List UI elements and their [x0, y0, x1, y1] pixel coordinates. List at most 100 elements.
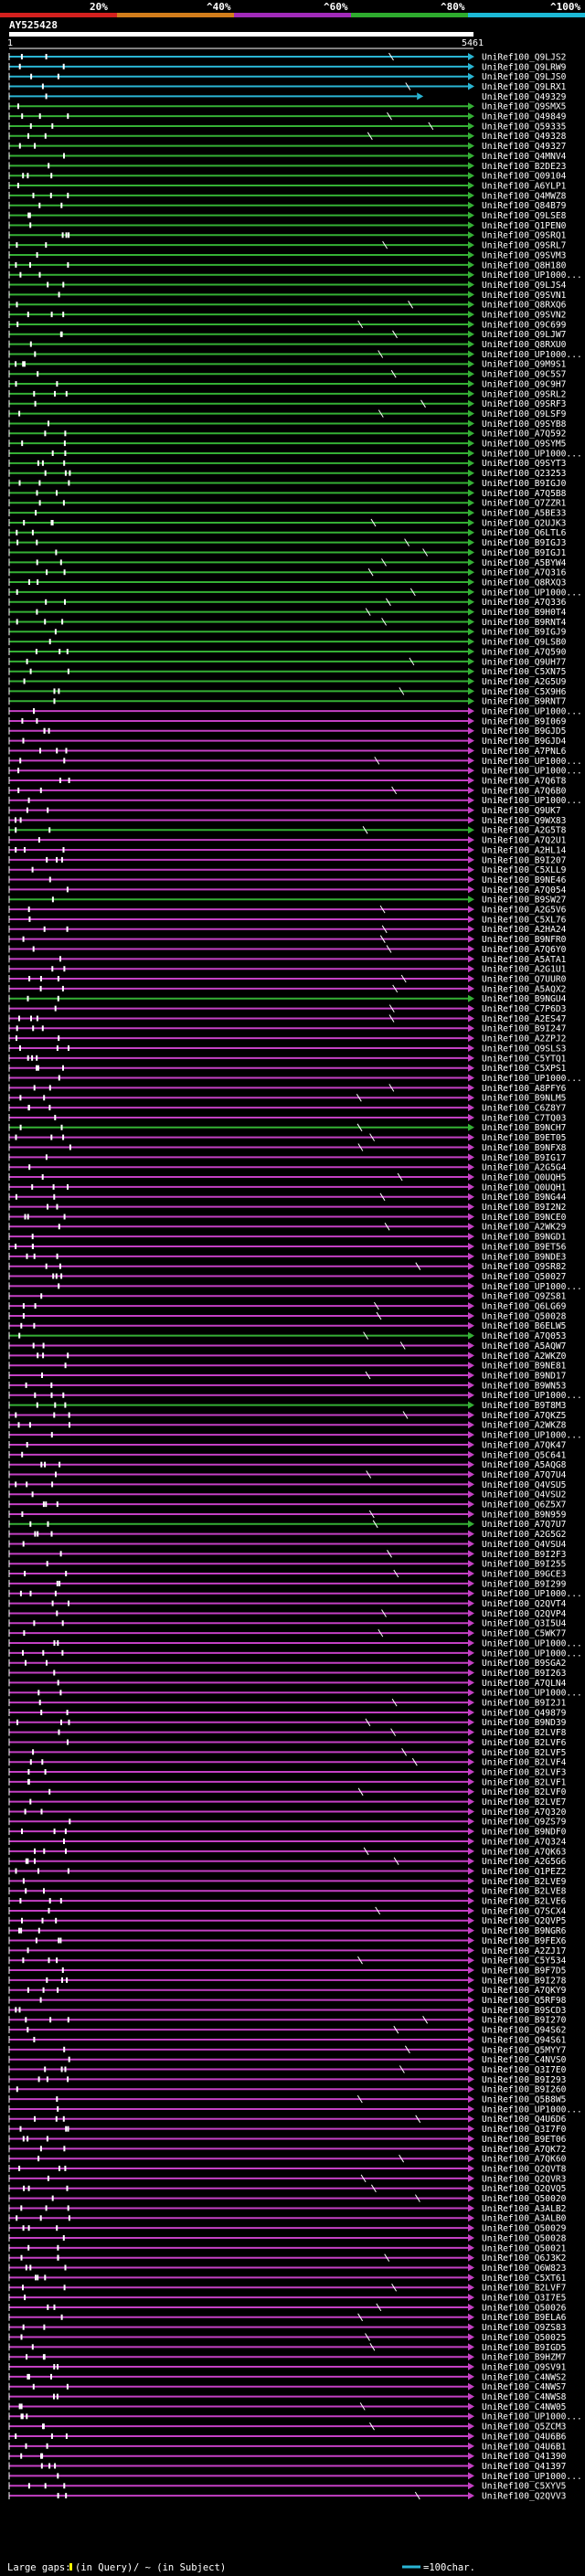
hit-label[interactable]: UniRef100_Q4U6B1 [482, 2442, 567, 2452]
hit-label[interactable]: UniRef100_Q9SVM3 [482, 250, 567, 260]
hit-label[interactable]: UniRef100_Q9LRW9 [482, 62, 567, 72]
hit-label[interactable]: UniRef100_A7QK72 [482, 2145, 566, 2155]
hit-label[interactable]: UniRef100_Q9SYB8 [482, 419, 567, 429]
hit-label[interactable]: UniRef100_B9ELA6 [482, 2313, 567, 2323]
hit-label[interactable]: UniRef100_A6YLP1 [482, 181, 567, 191]
hit-label[interactable]: UniRef100_Q8RXU0 [482, 340, 567, 350]
hit-label[interactable]: UniRef100_Q9ZS83 [482, 2323, 567, 2333]
hit-label[interactable]: UniRef100_A8PFY6 [482, 1084, 567, 1094]
hit-label[interactable]: UniRef100_Q2QVP4 [482, 1609, 567, 1619]
hit-label[interactable]: UniRef100_A5BYW4 [482, 558, 567, 568]
hit-label[interactable]: UniRef100_Q9SYT3 [482, 459, 567, 469]
hit-label[interactable]: UniRef100_A2HA24 [482, 925, 567, 935]
hit-label[interactable]: UniRef100_Q1PEN0 [482, 221, 567, 231]
hit-label[interactable]: UniRef100_A7QK60 [482, 2155, 567, 2165]
hit-label[interactable]: UniRef100_Q9C699 [482, 320, 567, 330]
hit-label[interactable]: UniRef100_B9ND39 [482, 1718, 567, 1728]
hit-label[interactable]: UniRef100_B9NCH7 [482, 1123, 567, 1133]
hit-label[interactable]: UniRef100_Q50027 [482, 1272, 567, 1282]
hit-label[interactable]: UniRef100_UP1000... [482, 350, 582, 360]
hit-label[interactable]: UniRef100_UP1000... [482, 1638, 582, 1648]
hit-label[interactable]: UniRef100_UP1000... [482, 449, 582, 459]
hit-label[interactable]: UniRef100_A7QKY9 [482, 1986, 567, 1996]
hit-label[interactable]: UniRef100_Q7ZZR1 [482, 499, 567, 509]
hit-label[interactable]: UniRef100_Q9C9H7 [482, 379, 567, 389]
hit-label[interactable]: UniRef100_A7Q2U1 [482, 836, 567, 846]
hit-label[interactable]: UniRef100_Q4VSU2 [482, 1490, 566, 1500]
hit-label[interactable]: UniRef100_B9H0T4 [482, 608, 567, 618]
hit-label[interactable]: UniRef100_B9NCE0 [482, 1213, 567, 1223]
hit-label[interactable]: UniRef100_A5BE33 [482, 509, 567, 519]
hit-label[interactable]: UniRef100_Q50021 [482, 2243, 567, 2253]
hit-label[interactable]: UniRef100_B9RNT7 [482, 697, 567, 707]
hit-label[interactable]: UniRef100_Q1PEZ2 [482, 1867, 566, 1877]
hit-label[interactable]: UniRef100_Q2QVQ5 [482, 2184, 566, 2194]
hit-label[interactable]: UniRef100_UP1000... [482, 588, 582, 598]
hit-label[interactable]: UniRef100_B9I278 [482, 1976, 567, 1986]
hit-label[interactable]: UniRef100_A5AQW7 [482, 1341, 567, 1352]
hit-label[interactable]: UniRef100_B9I247 [482, 1024, 567, 1034]
hit-label[interactable]: UniRef100_B9IGJ9 [482, 628, 567, 638]
hit-label[interactable]: UniRef100_Q9SVN1 [482, 291, 567, 301]
hit-label[interactable]: UniRef100_A7Q324 [482, 1837, 567, 1847]
hit-label[interactable]: UniRef100_A5ATA1 [482, 955, 567, 965]
hit-label[interactable]: UniRef100_C5Y534 [482, 1956, 567, 1966]
hit-label[interactable]: UniRef100_C5X9H6 [482, 687, 567, 697]
hit-label[interactable]: UniRef100_A3ALB2 [482, 2204, 566, 2214]
hit-label[interactable]: UniRef100_A7QKZ5 [482, 1411, 566, 1421]
hit-label[interactable]: UniRef100_Q9SYM5 [482, 440, 566, 450]
hit-label[interactable]: UniRef100_Q9UK7 [482, 806, 561, 816]
hit-label[interactable]: UniRef100_C7P6D3 [482, 1004, 567, 1014]
hit-label[interactable]: UniRef100_B2LVF7 [482, 2284, 567, 2294]
hit-label[interactable]: UniRef100_B2LVE6 [482, 1897, 567, 1907]
hit-label[interactable]: UniRef100_Q3I7E0 [482, 2065, 567, 2075]
hit-label[interactable]: UniRef100_A2G5T8 [482, 826, 567, 836]
hit-label[interactable]: UniRef100_A2ZJ17 [482, 1946, 567, 1956]
hit-label[interactable]: UniRef100_B2DE23 [482, 162, 567, 172]
hit-label[interactable]: UniRef100_A2G1U1 [482, 965, 567, 975]
hit-label[interactable]: UniRef100_B2LVF3 [482, 1768, 567, 1778]
hit-label[interactable]: UniRef100_B9I270 [482, 2016, 567, 2026]
hit-label[interactable]: UniRef100_A2ZPJ2 [482, 1034, 566, 1044]
hit-label[interactable]: UniRef100_UP1000... [482, 707, 582, 717]
hit-label[interactable]: UniRef100_B9I2F3 [482, 1550, 567, 1560]
hit-label[interactable]: UniRef100_Q6LTL6 [482, 528, 567, 538]
hit-label[interactable]: UniRef100_B9WN53 [482, 1381, 567, 1391]
hit-label[interactable]: UniRef100_Q3I5U4 [482, 1619, 567, 1629]
hit-label[interactable]: UniRef100_C7TQ03 [482, 1113, 567, 1123]
hit-label[interactable]: UniRef100_Q09104 [482, 172, 567, 182]
hit-label[interactable]: UniRef100_B9IGJ3 [482, 538, 567, 548]
hit-label[interactable]: UniRef100_Q50025 [482, 2333, 566, 2343]
hit-label[interactable]: UniRef100_Q41390 [482, 2452, 567, 2462]
hit-label[interactable]: UniRef100_Q2QVP5 [482, 1916, 566, 1926]
hit-label[interactable]: UniRef100_B9I255 [482, 1560, 566, 1570]
hit-label[interactable]: UniRef100_Q9C5S7 [482, 370, 567, 380]
hit-label[interactable]: UniRef100_Q41397 [482, 2462, 567, 2472]
hit-label[interactable]: UniRef100_A2WKZ0 [482, 1352, 567, 1362]
hit-label[interactable]: UniRef100_B9NGD1 [482, 1233, 567, 1243]
hit-label[interactable]: UniRef100_C4NWS2 [482, 2372, 566, 2382]
hit-label[interactable]: UniRef100_A7QK47 [482, 1440, 567, 1450]
hit-label[interactable]: UniRef100_B9IGJ0 [482, 479, 567, 489]
hit-label[interactable]: UniRef100_Q9SVN2 [482, 311, 566, 321]
hit-label[interactable]: UniRef100_UP1000... [482, 2472, 582, 2482]
hit-label[interactable]: UniRef100_Q9SRQ1 [482, 231, 567, 241]
hit-label[interactable]: UniRef100_A5AQG8 [482, 1460, 567, 1470]
hit-label[interactable]: UniRef100_Q50029 [482, 2224, 567, 2234]
hit-label[interactable]: UniRef100_B2LVF8 [482, 1728, 567, 1738]
hit-label[interactable]: UniRef100_B9NG44 [482, 1193, 567, 1203]
hit-label[interactable]: UniRef100_B9GCE3 [482, 1570, 567, 1580]
hit-label[interactable]: UniRef100_UP1000... [482, 270, 582, 281]
hit-label[interactable]: UniRef100_Q5B8W5 [482, 2095, 566, 2105]
hit-label[interactable]: UniRef100_B9ET05 [482, 1133, 566, 1143]
hit-label[interactable]: UniRef100_B2LVE8 [482, 1887, 567, 1897]
hit-label[interactable]: UniRef100_A7Q053 [482, 1331, 567, 1341]
hit-label[interactable]: UniRef100_B9I260 [482, 2085, 567, 2095]
hit-label[interactable]: UniRef100_Q6LG69 [482, 1302, 567, 1312]
hit-label[interactable]: UniRef100_A2WK29 [482, 1223, 567, 1233]
hit-label[interactable]: UniRef100_A7Q316 [482, 568, 567, 578]
hit-label[interactable]: UniRef100_Q49327 [482, 142, 567, 152]
hit-label[interactable]: UniRef100_C6Z8Y7 [482, 1104, 567, 1114]
hit-label[interactable]: UniRef100_Q49329 [482, 92, 567, 102]
hit-label[interactable]: UniRef100_Q9SMX5 [482, 102, 566, 112]
